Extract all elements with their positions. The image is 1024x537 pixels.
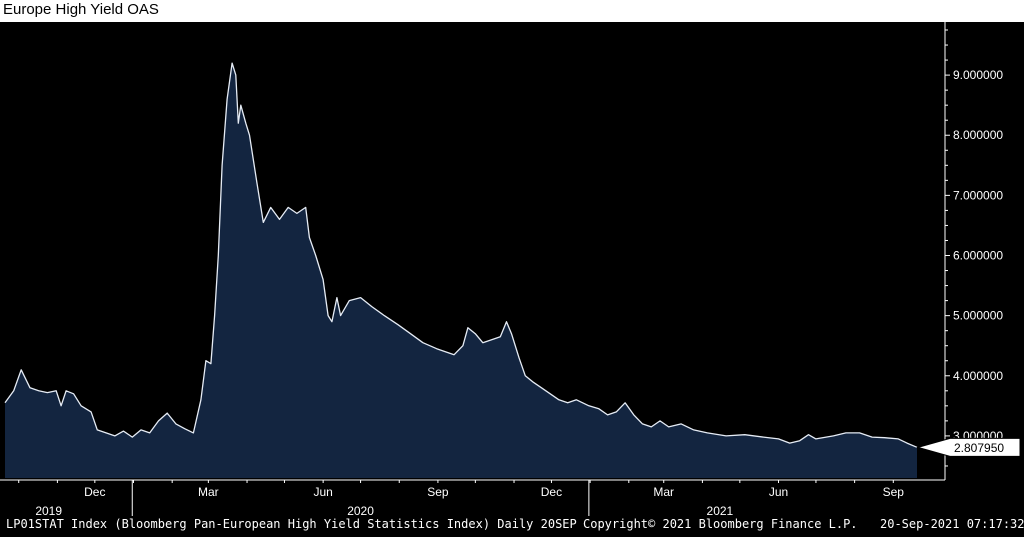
y-tick-label: 9.000000 [953, 68, 1003, 82]
plot-area [4, 62, 918, 478]
chart-title: Europe High Yield OAS [3, 1, 159, 18]
x-month-label: Sep [883, 485, 905, 499]
x-year-label: 2019 [35, 504, 62, 518]
y-tick-label: 8.000000 [953, 128, 1003, 142]
y-tick-label: 5.000000 [953, 309, 1003, 323]
x-month-label: Jun [313, 485, 332, 499]
chart-panel: 3.000000 4.000000 5.000000 6.000000 7.000000… [0, 22, 1024, 537]
y-tick-label: 7.000000 [953, 188, 1003, 202]
footer-index-description: LP01STAT Index (Bloomberg Pan-European H… [6, 517, 577, 531]
x-month-label: Jun [769, 485, 788, 499]
x-month-label: Dec [541, 485, 562, 499]
footer-copyright: Copyright© 2021 Bloomberg Finance L.P. [583, 517, 858, 531]
x-month-label: Dec [84, 485, 105, 499]
series-line [4, 62, 918, 448]
last-value-label: 2.807950 [954, 441, 1004, 455]
x-month-label: Sep [427, 485, 449, 499]
y-tick-label: 6.000000 [953, 249, 1003, 263]
x-month-label: Mar [653, 485, 674, 499]
axes: 3.0000004.0000005.0000006.0000007.000000… [0, 22, 1021, 518]
x-year-label: 2020 [347, 504, 374, 518]
y-tick-label: 4.000000 [953, 369, 1003, 383]
oas-area-chart: 3.0000004.0000005.0000006.0000007.000000… [0, 22, 1021, 518]
series-area-fill [5, 63, 917, 478]
last-value-flag [916, 437, 1021, 457]
x-year-label: 2021 [707, 504, 734, 518]
footer-timestamp: 20-Sep-2021 07:17:32 [880, 517, 1024, 531]
x-month-label: Mar [198, 485, 219, 499]
